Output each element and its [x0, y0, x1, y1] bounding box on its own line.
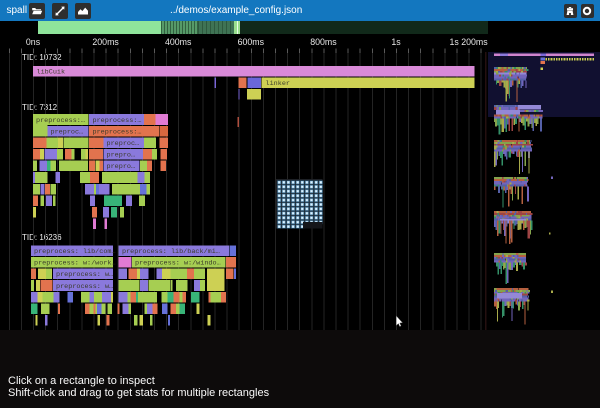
svg-text:preprocess: w…: preprocess: w… [56, 283, 113, 291]
svg-text:libCuik: libCuik [37, 68, 66, 76]
svg-text:preprocess: lib/back/mi…: preprocess: lib/back/mi… [122, 248, 220, 256]
svg-text:preprocess: w:/work…: preprocess: w:/work… [34, 260, 116, 268]
svg-text:prepro…: prepro… [107, 152, 136, 160]
svg-text:preprocess:…: preprocess:… [93, 128, 142, 136]
svg-text:prepro…: prepro… [107, 163, 136, 171]
svg-text:preproc…: preproc… [51, 128, 84, 136]
svg-text:preprocess: w:/windo…: preprocess: w:/windo… [135, 260, 221, 268]
svg-text:preprocess: w…: preprocess: w… [56, 271, 113, 279]
svg-text:preprocess: lib/com…: preprocess: lib/com… [34, 248, 116, 256]
svg-text:preprocess:…: preprocess:… [36, 117, 85, 125]
svg-text:linker: linker [266, 80, 290, 88]
svg-text:preproc…: preproc… [107, 140, 140, 148]
svg-text:preprocess:…: preprocess:… [93, 117, 142, 125]
